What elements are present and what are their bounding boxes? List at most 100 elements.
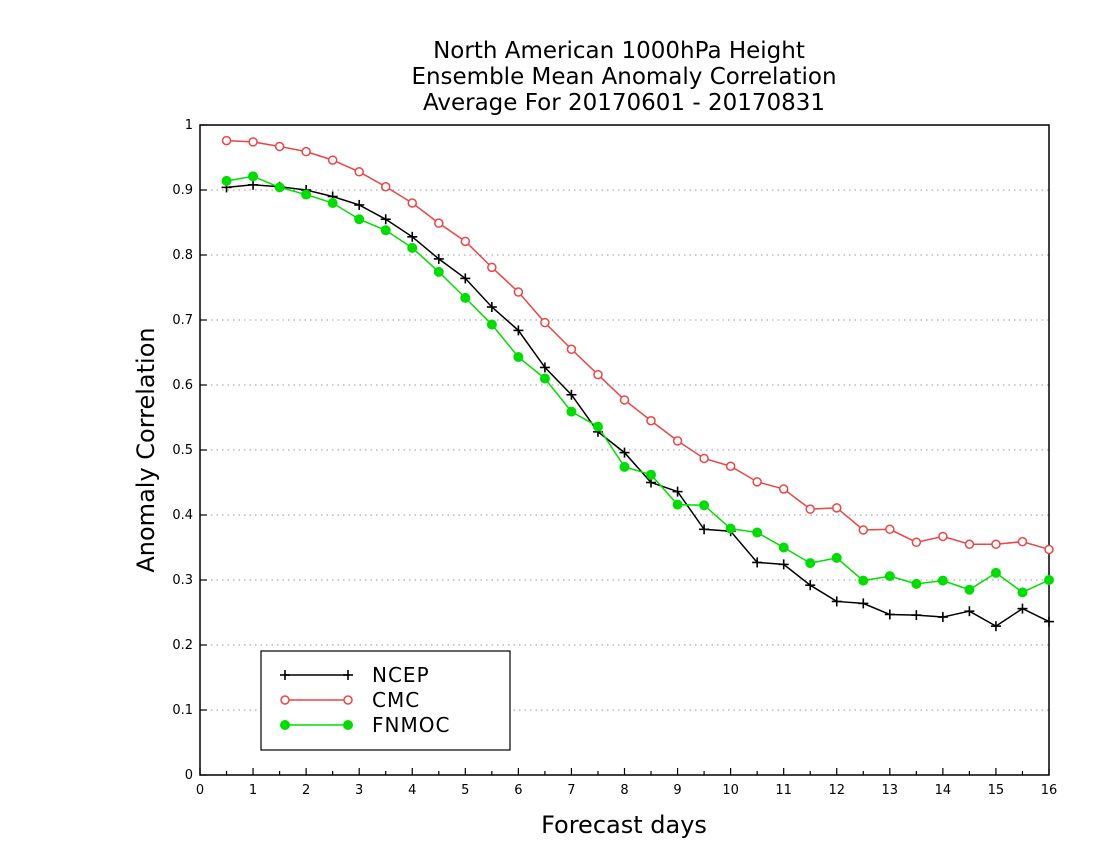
data-point-cmc [885,524,895,535]
y-axis-title: Anomaly Correlation [132,327,160,572]
data-point-ncep [937,612,948,623]
data-point-fnmoc [1017,587,1028,598]
data-point-cmc [566,344,577,354]
x-tick-label: 2 [302,783,310,798]
data-point-cmc [354,167,364,177]
data-point-cmc [434,218,444,228]
series-line-ncep [226,184,1050,628]
data-point-ncep [619,447,630,458]
data-point-ncep [1044,616,1054,627]
data-point-fnmoc [539,373,550,384]
data-point-cmc [805,504,815,514]
data-point-ncep [433,253,444,264]
data-point-cmc [274,141,285,152]
x-tick-label: 15 [988,783,1005,798]
data-point-fnmoc [831,552,842,563]
x-tick-label: 0 [196,783,204,798]
data-point-cmc [646,416,656,426]
data-point-ncep [778,559,789,570]
legend-item-cmc: CMC [280,688,419,712]
data-point-ncep [672,486,683,497]
data-point-fnmoc [327,198,338,208]
data-point-fnmoc [380,225,391,236]
series-cmc [221,135,1054,555]
x-tick-label: 10 [722,783,739,798]
data-point-fnmoc [964,584,975,595]
data-point-ncep [831,596,842,607]
data-point-ncep [1017,603,1028,614]
data-point-ncep [248,179,259,190]
x-tick-label: 14 [935,783,952,798]
series-fnmoc [221,171,1054,598]
data-point-cmc [938,531,948,542]
legend-item-fnmoc: FNMOC [280,713,450,737]
x-tick-label: 6 [514,783,522,798]
data-point-fnmoc [460,292,471,303]
y-tick-label: 0.2 [172,638,193,653]
y-tick-label: 0 [185,768,193,783]
data-point-ncep [884,609,895,620]
data-point-cmc [327,155,338,165]
data-point-fnmoc [486,319,497,330]
x-tick-label: 3 [355,783,363,798]
y-tick-label: 1 [185,118,193,133]
data-point-ncep [380,214,391,225]
data-point-ncep [964,606,975,617]
y-tick-label: 0.1 [172,703,193,718]
y-tick-label: 0.4 [172,508,193,523]
title-line-3: Average For 20170601 - 20170831 [423,90,825,116]
data-point-fnmoc [619,461,630,472]
x-tick-label: 16 [1041,783,1058,798]
axis-ticks: 00.10.20.30.40.50.60.70.80.910 1 2 3 4 5 6 7 8 9 1… [172,118,1057,798]
data-point-ncep [460,273,471,284]
chart-title: North American 1000hPa Height Ensemble M… [411,38,836,116]
plot-frame [199,124,1050,776]
data-point-cmc [1017,536,1028,547]
data-point-fnmoc [778,542,789,553]
data-point-fnmoc [513,352,524,363]
data-point-ncep [513,325,524,336]
y-tick-label: 0.7 [172,313,193,328]
data-point-cmc [672,436,683,446]
x-tick-label: 9 [673,783,681,798]
legend-label-ncep: NCEP [372,663,430,687]
x-tick-label: 7 [567,783,575,798]
data-point-ncep [539,362,550,373]
data-point-fnmoc [805,558,816,569]
data-point-ncep [699,524,710,535]
data-point-cmc [460,236,471,247]
data-point-ncep [805,580,816,591]
data-point-ncep [858,598,869,609]
data-point-fnmoc [407,242,418,253]
data-point-cmc [301,146,311,157]
data-point-cmc [858,525,869,535]
legend-marker-cmc [343,695,353,705]
data-point-cmc [380,182,391,192]
data-point-ncep [407,231,418,242]
legend-marker-cmc [280,695,290,705]
legend-item-ncep: NCEP [280,663,430,687]
y-tick-label: 0.5 [172,443,193,458]
x-tick-label: 12 [828,783,845,798]
data-point-ncep [486,302,497,312]
data-point-cmc [964,539,975,549]
series-ncep [221,179,1054,632]
legend-label-fnmoc: FNMOC [372,713,450,737]
legend-marker-ncep [343,670,353,680]
data-point-fnmoc [752,527,763,538]
data-point-fnmoc [274,182,285,193]
data-point-fnmoc [937,575,948,586]
series-layer [221,135,1054,632]
data-point-fnmoc [433,266,444,277]
x-tick-label: 8 [620,783,628,798]
legend-marker-fnmoc [343,720,353,730]
data-point-fnmoc [911,578,922,589]
data-point-fnmoc [725,523,736,534]
series-line-cmc [226,139,1050,551]
series-line-fnmoc [226,175,1050,594]
data-point-fnmoc [566,406,577,417]
data-point-fnmoc [301,189,312,200]
